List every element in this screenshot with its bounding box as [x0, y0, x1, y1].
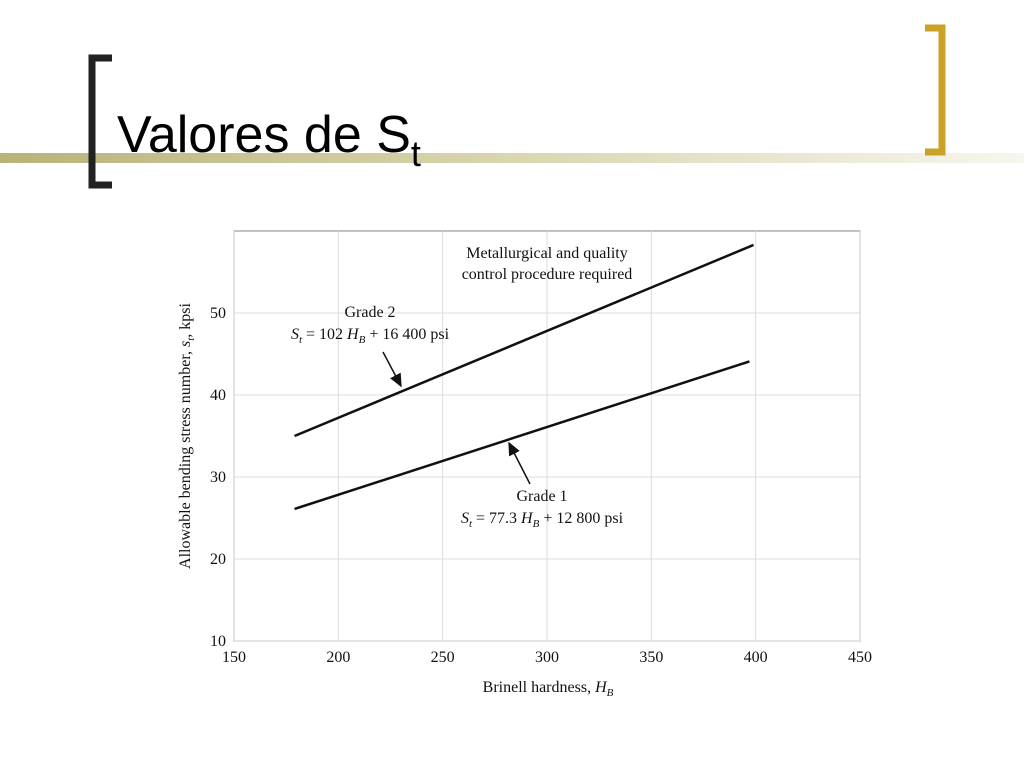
x-tick-label: 300	[535, 649, 559, 666]
x-tick-label: 150	[222, 649, 246, 666]
y-tick-label: 10	[210, 633, 226, 650]
label-part: H	[594, 679, 608, 696]
y-tick-label: 30	[210, 469, 226, 486]
y-axis-label: Allowable bending stress number, st, kps…	[177, 302, 197, 569]
arrow	[382, 351, 402, 388]
plot: 150 200 250 300 350 400 450 10 20 30 40 50	[210, 230, 872, 666]
title-text: Valores de S	[117, 106, 411, 164]
title-subscript: t	[411, 133, 421, 174]
formula-part: B	[533, 518, 540, 530]
formula-part: = 102	[302, 326, 347, 343]
label-part: Brinell hardness,	[483, 679, 595, 696]
x-tick-label: 250	[431, 649, 455, 666]
series-line	[294, 360, 750, 511]
label-part: t	[185, 337, 197, 341]
formula-part: H	[520, 510, 534, 527]
x-tick-label: 350	[639, 649, 663, 666]
right-bracket	[925, 24, 946, 156]
x-tick-label: 200	[326, 649, 350, 666]
formula-part: + 12 800 psi	[539, 510, 623, 527]
formula-part: t	[299, 334, 303, 346]
slide-title: Valores de St	[117, 106, 421, 174]
formula: St = 77.3 HB + 12 800 psi	[461, 510, 624, 530]
formula-part: = 77.3	[472, 510, 521, 527]
y-tick-label: 20	[210, 551, 226, 568]
label-part: Allowable bending stress number,	[177, 347, 194, 569]
formula-part: B	[359, 334, 366, 346]
formula-part: + 16 400 psi	[365, 326, 449, 343]
arrow	[508, 441, 531, 485]
left-bracket	[88, 54, 112, 189]
x-axis-label: Brinell hardness, HB	[483, 679, 614, 699]
formula: St = 102 HB + 16 400 psi	[291, 326, 450, 346]
annotation: Metallurgical and quality	[466, 245, 627, 262]
label-part: B	[607, 687, 614, 699]
x-tick-label: 450	[848, 649, 872, 666]
y-tick-label: 50	[210, 305, 226, 322]
formula-part: S	[461, 510, 469, 527]
x-tick-label: 400	[744, 649, 768, 666]
series-label: Grade 1	[516, 488, 567, 505]
title-bar	[0, 153, 1024, 163]
formula-part: H	[346, 326, 360, 343]
series-label: Grade 2	[344, 304, 395, 321]
label-part: s	[177, 341, 194, 347]
formula-part: t	[469, 518, 473, 530]
label-part: , kpsi	[177, 302, 194, 337]
series-line	[294, 243, 755, 438]
formula-part: S	[291, 326, 299, 343]
annotation: control procedure required	[462, 266, 633, 283]
y-tick-label: 40	[210, 387, 226, 404]
